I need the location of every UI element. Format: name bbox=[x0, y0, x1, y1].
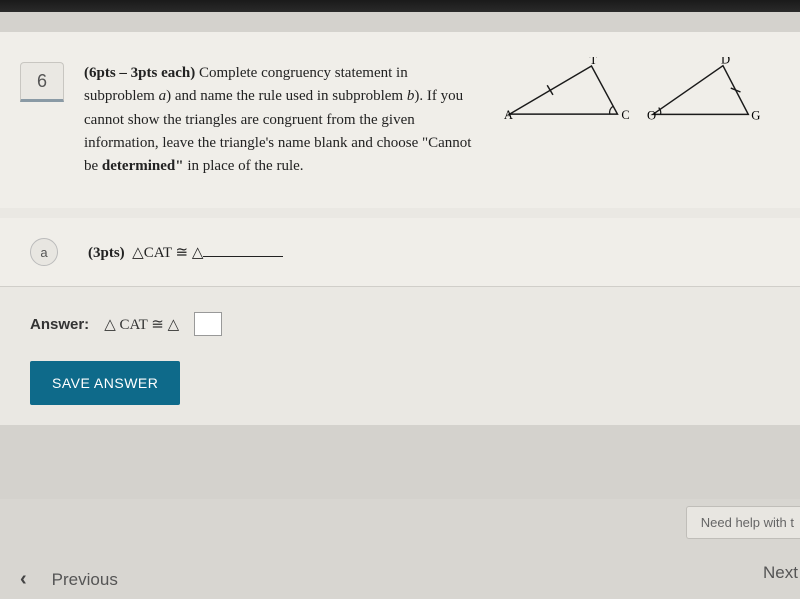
answer-math-prefix: △ CAT ≅ △ bbox=[104, 315, 179, 334]
footer-area: Need help with t Next ‹ Previous bbox=[0, 499, 800, 599]
triangle-diagram: A T C O D G bbox=[500, 57, 760, 127]
vertex-g-label: G bbox=[751, 108, 760, 122]
previous-button[interactable]: ‹ Previous bbox=[20, 568, 118, 591]
previous-label: Previous bbox=[52, 570, 118, 590]
chevron-left-icon: ‹ bbox=[20, 568, 27, 591]
vertex-o-label: O bbox=[647, 108, 656, 122]
vertex-t-label: T bbox=[590, 57, 598, 67]
vertex-c-label: C bbox=[621, 108, 629, 122]
congruency-statement: △CAT ≅ △ bbox=[132, 245, 203, 261]
subproblem-points: (3pts) bbox=[88, 245, 125, 261]
vertex-a-label: A bbox=[504, 108, 513, 122]
answer-input[interactable] bbox=[194, 312, 222, 336]
question-block: 6 (6pts – 3pts each) Complete congruency… bbox=[0, 32, 800, 208]
triangle-cat: A T C bbox=[500, 57, 630, 127]
question-number: 6 bbox=[37, 71, 47, 92]
triangle-dog: O D G bbox=[645, 57, 760, 127]
subproblem-label: a bbox=[40, 245, 47, 260]
answer-row: Answer: △ CAT ≅ △ bbox=[30, 312, 760, 336]
need-help-button[interactable]: Need help with t bbox=[686, 506, 800, 539]
points-total: (6pts bbox=[84, 65, 116, 81]
subproblem-text: (3pts) △CAT ≅ △ bbox=[88, 242, 283, 262]
next-button[interactable]: Next bbox=[761, 555, 800, 591]
window-top-bar bbox=[0, 0, 800, 12]
save-answer-button[interactable]: SAVE ANSWER bbox=[30, 361, 180, 405]
points-each: 3pts each) bbox=[131, 65, 196, 81]
question-number-badge: 6 bbox=[20, 62, 64, 102]
answer-section: Answer: △ CAT ≅ △ SAVE ANSWER bbox=[0, 286, 800, 425]
answer-label: Answer: bbox=[30, 316, 89, 333]
vertex-d-label: D bbox=[721, 57, 730, 67]
subproblem-a: a (3pts) △CAT ≅ △ bbox=[0, 218, 800, 286]
question-text: (6pts – 3pts each) Complete congruency s… bbox=[84, 62, 480, 178]
subproblem-label-badge: a bbox=[30, 238, 58, 266]
content-area: 6 (6pts – 3pts each) Complete congruency… bbox=[0, 32, 800, 425]
blank-line bbox=[203, 242, 283, 257]
